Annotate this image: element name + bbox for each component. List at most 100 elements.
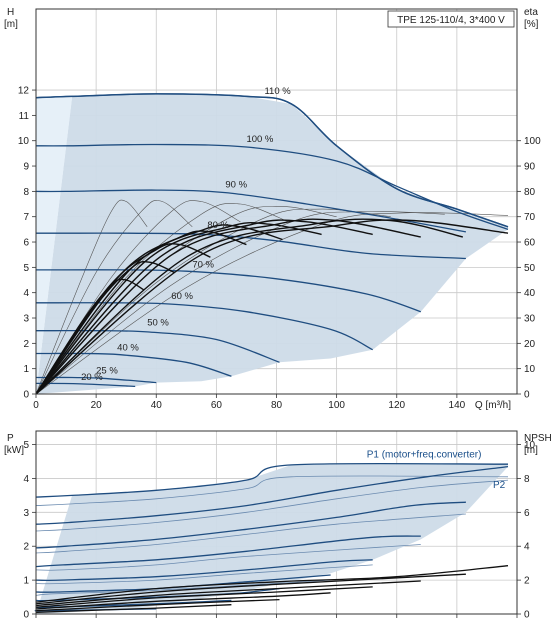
bottom-y2tick-label: 2 <box>524 576 530 587</box>
npsh-curve <box>35 573 466 605</box>
efficiency-curve <box>35 222 322 395</box>
head-curve <box>35 189 467 233</box>
head-curve-label: 90 % <box>225 180 247 191</box>
top-ytick-label: 2 <box>23 339 29 350</box>
top-ytick-label: 6 <box>23 238 29 249</box>
npsh-curve <box>35 586 373 608</box>
bottom-ytick-label: 0 <box>23 610 29 621</box>
npsh-curve <box>35 604 232 613</box>
head-curve-label: 110 % <box>264 86 291 97</box>
efficiency-curve <box>35 224 283 395</box>
bottom-y2tick-label: 4 <box>524 542 530 553</box>
p1-curve <box>35 559 373 582</box>
top-xtick-label: 100 <box>328 400 345 411</box>
npsh-curve <box>35 592 331 610</box>
top-ytick-label: 1 <box>23 364 29 375</box>
top-y2-axis-unit: [%] <box>524 19 539 30</box>
top-y-axis-title: H <box>7 7 14 18</box>
bottom-y2tick-label: 10 <box>524 440 536 451</box>
head-curve <box>36 302 373 351</box>
bottom-y2tick-label: 0 <box>524 610 530 621</box>
top-xtick-label: 0 <box>33 400 39 411</box>
top-y2tick-label: 100 <box>524 136 541 147</box>
npsh-curve <box>35 565 509 603</box>
top-y-axis-unit: [m] <box>4 19 18 30</box>
head-curve-label: 25 % <box>96 366 118 377</box>
efficiency-thin-curve <box>35 199 148 395</box>
head-curve-label: 70 % <box>192 259 214 270</box>
top-ytick-label: 8 <box>23 187 29 198</box>
p2-curve <box>35 564 373 585</box>
top-ytick-label: 10 <box>18 136 30 147</box>
p2-series-label: P2 <box>493 480 506 491</box>
top-y2tick-label: 30 <box>524 314 536 325</box>
head-curve-label: 80 % <box>207 220 229 231</box>
top-y2tick-label: 70 <box>524 212 536 223</box>
head-curve <box>35 329 280 363</box>
top-y2-axis-title: eta <box>524 7 538 18</box>
bottom-y2tick-label: 6 <box>524 508 530 519</box>
top-xtick-label: 20 <box>91 400 103 411</box>
top-ytick-label: 11 <box>19 111 30 122</box>
top-ytick-label: 0 <box>23 390 29 401</box>
top-y2tick-label: 40 <box>524 288 536 299</box>
bottom-ytick-label: 5 <box>23 440 29 451</box>
chart-title: TPE 125-110/4, 3*400 V <box>397 15 505 26</box>
top-ytick-label: 4 <box>23 288 29 299</box>
efficiency-curve <box>35 218 464 395</box>
top-y2tick-label: 80 <box>524 187 536 198</box>
bottom-ytick-label: 1 <box>23 576 29 587</box>
head-curve <box>36 352 232 377</box>
p1-series-label: P1 (motor+freq.converter) <box>367 449 482 460</box>
bottom-plot-border <box>35 430 518 615</box>
p1-curve <box>35 535 421 568</box>
p1-curve <box>35 465 509 525</box>
top-xtick-label: 140 <box>449 400 466 411</box>
p2-curve <box>35 479 509 532</box>
efficiency-curve <box>35 219 509 395</box>
top-ytick-label: 5 <box>23 263 29 274</box>
top-ytick-label: 9 <box>23 162 29 173</box>
bottom-y2tick-label: 8 <box>524 474 530 485</box>
top-y2tick-label: 60 <box>524 238 536 249</box>
p1-curve <box>35 501 466 549</box>
head-curve-label: 100 % <box>246 134 273 145</box>
npsh-curve <box>35 598 280 612</box>
head-curve-label: 40 % <box>117 342 139 353</box>
top-y2tick-label: 0 <box>524 390 530 401</box>
efficiency-thin-curve <box>35 211 445 395</box>
top-x-axis-title: Q [m³/h] <box>475 400 511 411</box>
head-curve-label: 20 % <box>81 372 103 383</box>
bottom-ytick-label: 4 <box>23 474 29 485</box>
head-curve <box>35 143 509 231</box>
top-ytick-label: 12 <box>18 86 30 97</box>
top-xtick-label: 60 <box>211 400 223 411</box>
efficiency-thin-curve <box>35 203 289 395</box>
chart-title-box <box>387 10 515 28</box>
efficiency-curve <box>35 218 421 395</box>
head-curve <box>36 376 157 384</box>
head-curve-label: 60 % <box>171 291 193 302</box>
bottom-ytick-label: 3 <box>23 508 29 519</box>
max-head-curve <box>35 93 509 228</box>
top-xtick-label: 80 <box>271 400 283 411</box>
p2-curve <box>35 544 421 571</box>
top-xtick-label: 120 <box>388 400 405 411</box>
bottom-y-axis-unit: [kW] <box>4 445 24 456</box>
top-ytick-label: 3 <box>23 314 29 325</box>
low-flow-region <box>36 97 73 394</box>
top-plot-border <box>35 8 518 395</box>
bottom-y-axis-title: P <box>7 433 14 444</box>
p2-curve <box>35 513 466 554</box>
head-curve <box>35 232 466 260</box>
power-npsh-chart: 0 1 2 3 4 5 0 2 4 6 8 10 P[kW] NPSH[m] P1 (motor+freq.… <box>4 430 552 621</box>
p2-curve <box>35 475 509 506</box>
top-xtick-label: 40 <box>151 400 163 411</box>
bottom-y2-axis-unit: [m] <box>524 445 538 456</box>
head-curve-label: 50 % <box>147 318 169 329</box>
bottom-ytick-label: 2 <box>23 542 29 553</box>
bottom-y2-axis-title: NPSH <box>524 433 552 444</box>
top-y2tick-label: 10 <box>524 364 536 375</box>
